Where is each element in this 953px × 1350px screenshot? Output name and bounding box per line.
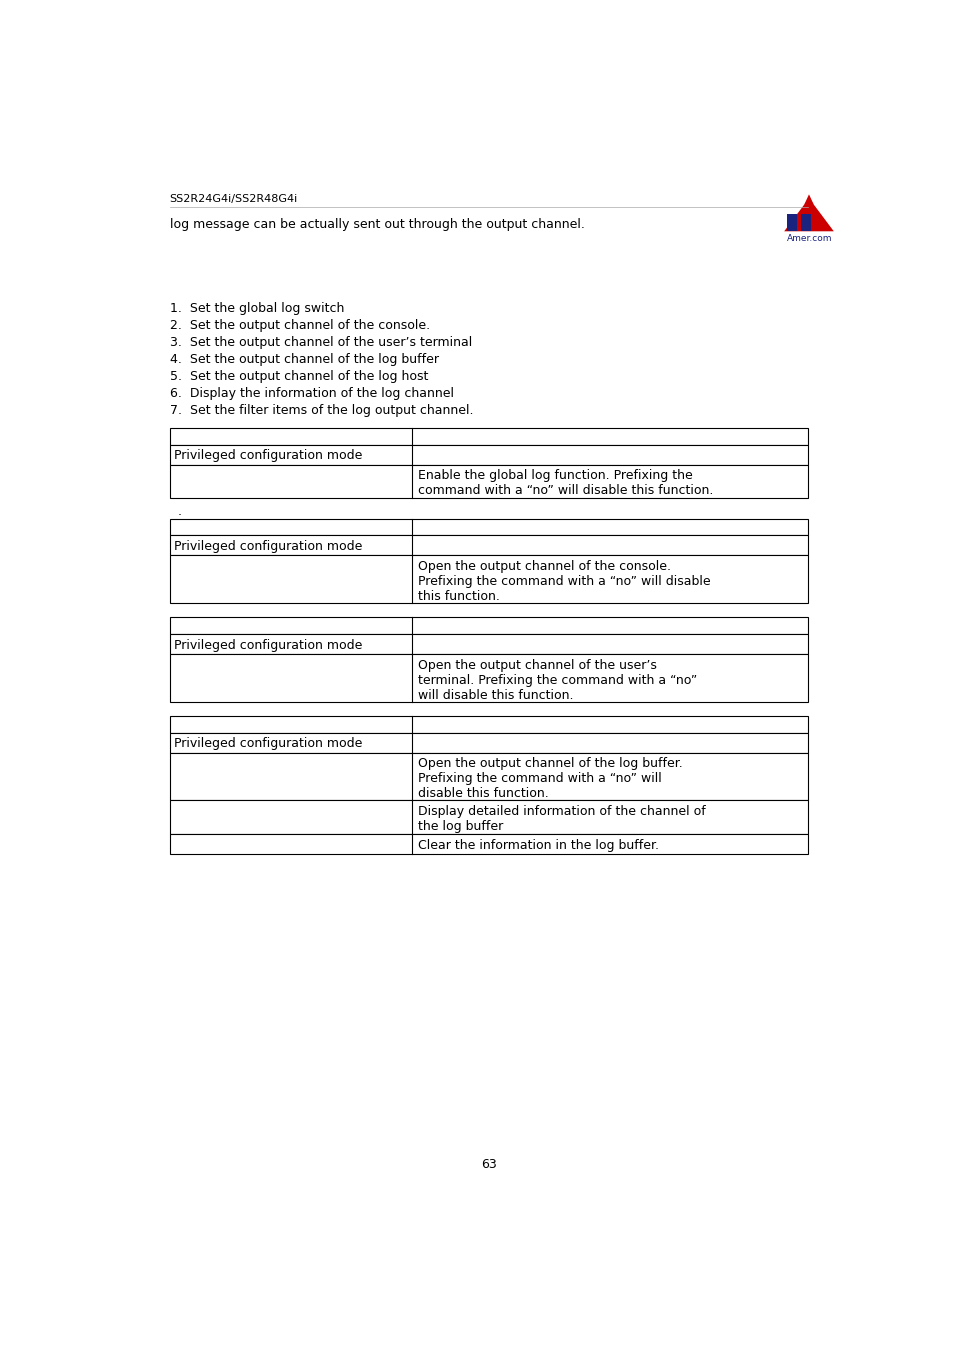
Text: Display detailed information of the channel of
the log buffer: Display detailed information of the chan… [418,805,705,833]
Bar [170,464,807,498]
Text: 3.  Set the output channel of the user’s terminal: 3. Set the output channel of the user’s … [170,336,472,350]
Text: Privileged configuration mode: Privileged configuration mode [174,737,362,751]
Bar [170,716,807,733]
Text: .: . [170,505,181,517]
Bar [170,555,807,603]
Bar [170,653,807,702]
Text: Privileged configuration mode: Privileged configuration mode [174,540,362,553]
Text: Enable the global log function. Prefixing the
command with a “no” will disable t: Enable the global log function. Prefixin… [418,470,713,497]
Text: Clear the information in the log buffer.: Clear the information in the log buffer. [418,838,659,852]
Bar [170,518,807,536]
Polygon shape [803,194,813,204]
Text: Amer.com: Amer.com [786,235,832,243]
Polygon shape [786,215,796,231]
Bar [170,428,807,444]
Bar [170,617,807,634]
Text: Privileged configuration mode: Privileged configuration mode [174,450,362,462]
Bar [170,801,807,834]
Text: log message can be actually sent out through the output channel.: log message can be actually sent out thr… [170,219,584,231]
Text: 7.  Set the filter items of the log output channel.: 7. Set the filter items of the log outpu… [170,404,473,417]
Text: Privileged configuration mode: Privileged configuration mode [174,639,362,652]
Text: Open the output channel of the user’s
terminal. Prefixing the command with a “no: Open the output channel of the user’s te… [418,659,697,702]
Bar [170,444,807,464]
Text: Open the output channel of the log buffer.
Prefixing the command with a “no” wil: Open the output channel of the log buffe… [418,757,682,801]
Text: Open the output channel of the console.
Prefixing the command with a “no” will d: Open the output channel of the console. … [418,560,710,603]
Text: 4.  Set the output channel of the log buffer: 4. Set the output channel of the log buf… [170,352,438,366]
Text: 2.  Set the output channel of the console.: 2. Set the output channel of the console… [170,319,429,332]
Polygon shape [783,198,833,231]
Bar [170,536,807,555]
Text: 5.  Set the output channel of the log host: 5. Set the output channel of the log hos… [170,370,428,383]
Polygon shape [801,215,810,231]
Text: 1.  Set the global log switch: 1. Set the global log switch [170,302,344,315]
Bar [170,733,807,752]
Text: SS2R24G4i/SS2R48G4i: SS2R24G4i/SS2R48G4i [170,194,297,204]
Bar [170,752,807,801]
Text: 6.  Display the information of the log channel: 6. Display the information of the log ch… [170,387,453,400]
Bar [170,634,807,653]
Bar [170,834,807,855]
Text: 63: 63 [480,1158,497,1170]
